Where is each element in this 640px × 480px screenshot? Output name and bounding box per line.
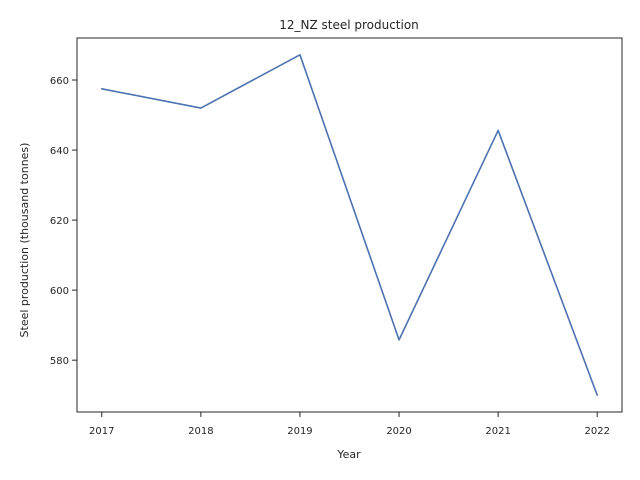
x-tick-label: 2020 [386, 426, 411, 437]
y-tick-label: 660 [50, 76, 69, 87]
y-axis-label: Steel production (thousand tonnes) [18, 143, 31, 338]
y-tick-label: 580 [50, 356, 69, 367]
x-tick-label: 2018 [188, 426, 213, 437]
plot-area: 2017 2018 2019 2020 2021 2022 580 600 620 640 660 [50, 37, 623, 437]
y-tick-label: 640 [50, 146, 69, 157]
x-tick-label: 2019 [287, 426, 312, 437]
x-tick-label: 2021 [485, 426, 510, 437]
x-tick-label: 2022 [585, 426, 610, 437]
y-tick-label: 620 [50, 216, 69, 227]
chart-title: 12_NZ steel production [279, 18, 419, 32]
x-tick-label: 2017 [89, 426, 114, 437]
plot-frame [76, 37, 623, 413]
y-tick-label: 600 [50, 286, 69, 297]
x-axis-label: Year [336, 448, 361, 461]
series-line [100, 54, 599, 396]
